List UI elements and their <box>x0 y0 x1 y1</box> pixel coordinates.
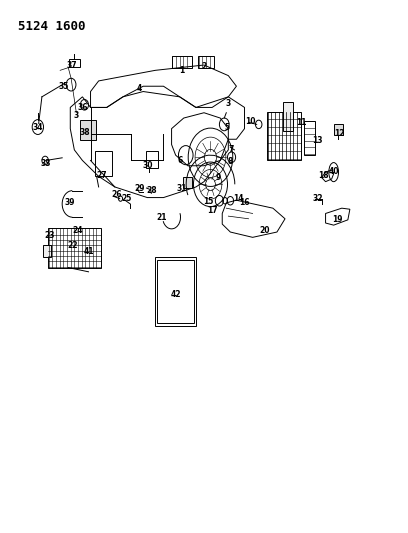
Text: 15: 15 <box>203 197 213 206</box>
Text: 6: 6 <box>177 156 182 165</box>
Text: 10: 10 <box>245 117 256 126</box>
Text: 9: 9 <box>215 173 221 182</box>
Bar <box>80 120 96 140</box>
Text: 26: 26 <box>112 190 122 199</box>
Text: 18: 18 <box>318 171 329 180</box>
Bar <box>283 102 293 131</box>
Text: 23: 23 <box>45 231 55 240</box>
Text: 2: 2 <box>202 62 206 70</box>
Text: 3: 3 <box>226 99 231 108</box>
Text: 22: 22 <box>67 241 78 250</box>
Bar <box>267 112 301 160</box>
Text: 12: 12 <box>335 130 345 139</box>
Bar <box>69 59 80 67</box>
Text: 5124 1600: 5124 1600 <box>18 20 85 33</box>
Text: 38: 38 <box>79 128 90 138</box>
Bar <box>155 257 196 326</box>
Text: 13: 13 <box>312 136 323 145</box>
Text: 31: 31 <box>177 183 187 192</box>
Text: 33: 33 <box>41 159 51 167</box>
Text: 7: 7 <box>229 146 234 155</box>
Text: 11: 11 <box>296 118 306 127</box>
Text: 27: 27 <box>97 171 107 180</box>
Bar <box>172 56 192 68</box>
Text: 24: 24 <box>72 226 83 235</box>
Text: 39: 39 <box>64 198 75 207</box>
Bar <box>48 228 101 268</box>
Text: 14: 14 <box>233 194 244 203</box>
Bar <box>334 124 343 135</box>
Text: 5: 5 <box>225 123 230 132</box>
Text: 25: 25 <box>122 194 132 203</box>
Text: 17: 17 <box>207 206 217 215</box>
Text: 29: 29 <box>134 183 144 192</box>
Bar <box>146 151 158 168</box>
Text: 41: 41 <box>83 247 94 256</box>
Text: 36: 36 <box>77 103 88 112</box>
Text: 37: 37 <box>67 61 78 69</box>
Bar <box>198 56 214 68</box>
Text: 16: 16 <box>239 198 250 207</box>
Text: 34: 34 <box>33 123 43 132</box>
Text: 28: 28 <box>146 185 157 195</box>
Text: 8: 8 <box>228 157 233 166</box>
Text: 30: 30 <box>142 161 153 170</box>
Text: 21: 21 <box>156 213 167 222</box>
Text: 20: 20 <box>259 226 270 235</box>
Text: 35: 35 <box>59 82 69 91</box>
Bar <box>95 151 112 176</box>
Bar <box>43 245 51 257</box>
Bar <box>183 177 192 188</box>
Text: 40: 40 <box>328 166 339 175</box>
Text: 3: 3 <box>74 111 79 120</box>
Text: 42: 42 <box>171 289 181 298</box>
Text: 32: 32 <box>312 194 323 203</box>
Text: 19: 19 <box>333 215 343 224</box>
Bar <box>304 120 315 155</box>
Text: 4: 4 <box>137 84 142 93</box>
Bar <box>157 260 194 323</box>
Text: 1: 1 <box>179 66 184 75</box>
